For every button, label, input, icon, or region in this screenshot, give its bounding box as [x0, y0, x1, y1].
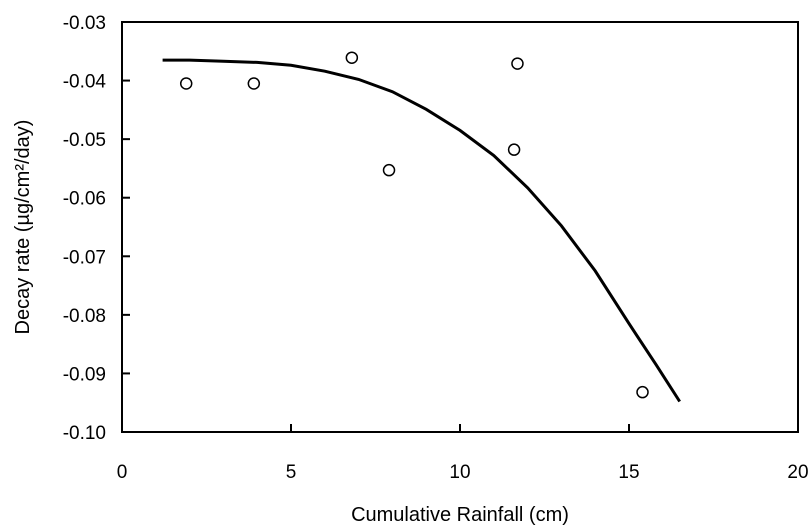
x-tick-label: 5: [286, 462, 297, 483]
data-point: [511, 57, 524, 70]
data-point: [507, 143, 521, 156]
y-axis-title: Decay rate (µg/cm²/day): [12, 120, 34, 335]
x-tick-label: 20: [787, 462, 808, 483]
data-point: [382, 163, 396, 177]
x-axis-title: Cumulative Rainfall (cm): [351, 504, 569, 526]
x-axis-ticks: [121, 424, 799, 432]
y-tick-label: -0.07: [63, 247, 106, 268]
x-axis-tick-labels: 0 5 10 15 20: [117, 462, 809, 483]
y-tick-label: -0.10: [63, 423, 106, 444]
data-point: [345, 51, 359, 64]
y-tick-label: -0.05: [63, 130, 106, 151]
data-point: [636, 385, 649, 399]
data-point: [247, 77, 261, 90]
data-points: [179, 51, 649, 399]
y-axis-tick-labels: -0.03 -0.04 -0.05 -0.06 -0.07 -0.08 -0.09 -0.10: [63, 13, 107, 444]
y-tick-label: -0.04: [63, 72, 107, 93]
y-tick-label: -0.03: [63, 13, 106, 34]
x-tick-label: 15: [618, 462, 639, 483]
y-tick-label: -0.09: [63, 364, 106, 385]
y-axis-ticks: [122, 21, 130, 433]
x-tick-label: 10: [449, 462, 470, 483]
y-tick-label: -0.06: [63, 189, 106, 210]
plot-frame: [121, 21, 799, 433]
y-tick-label: -0.08: [63, 306, 106, 327]
x-tick-label: 0: [117, 462, 128, 483]
fit-curve-line: [162, 58, 681, 403]
data-point: [179, 77, 193, 90]
